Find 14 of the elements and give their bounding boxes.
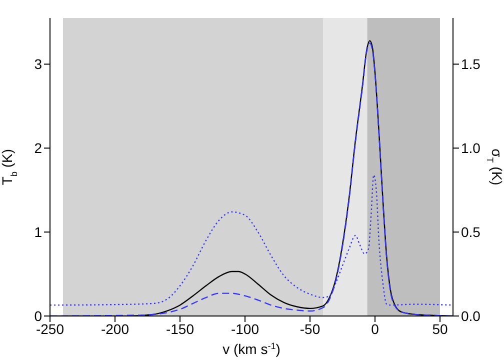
- x-tick-label: -150: [166, 320, 194, 337]
- y-tick-label: 2: [34, 140, 42, 156]
- x-tick-label: -100: [230, 320, 260, 337]
- y-tick-label: 3: [34, 56, 42, 72]
- x-axis-title: v (km s$^{-1}$): [222, 341, 280, 357]
- y-tick-label: 1: [34, 224, 42, 240]
- x-tick-label: -50: [300, 320, 320, 337]
- y2-tick-label: 0.5: [461, 224, 481, 240]
- y2-tick-label: 0.0: [461, 308, 481, 324]
- y2-tick-label: 1.0: [461, 140, 481, 156]
- x-tick-label: 50: [432, 320, 448, 337]
- x-tick-label: -200: [100, 320, 130, 337]
- y2-tick-label: 1.5: [461, 56, 481, 72]
- x-tick-label: 0: [371, 320, 380, 337]
